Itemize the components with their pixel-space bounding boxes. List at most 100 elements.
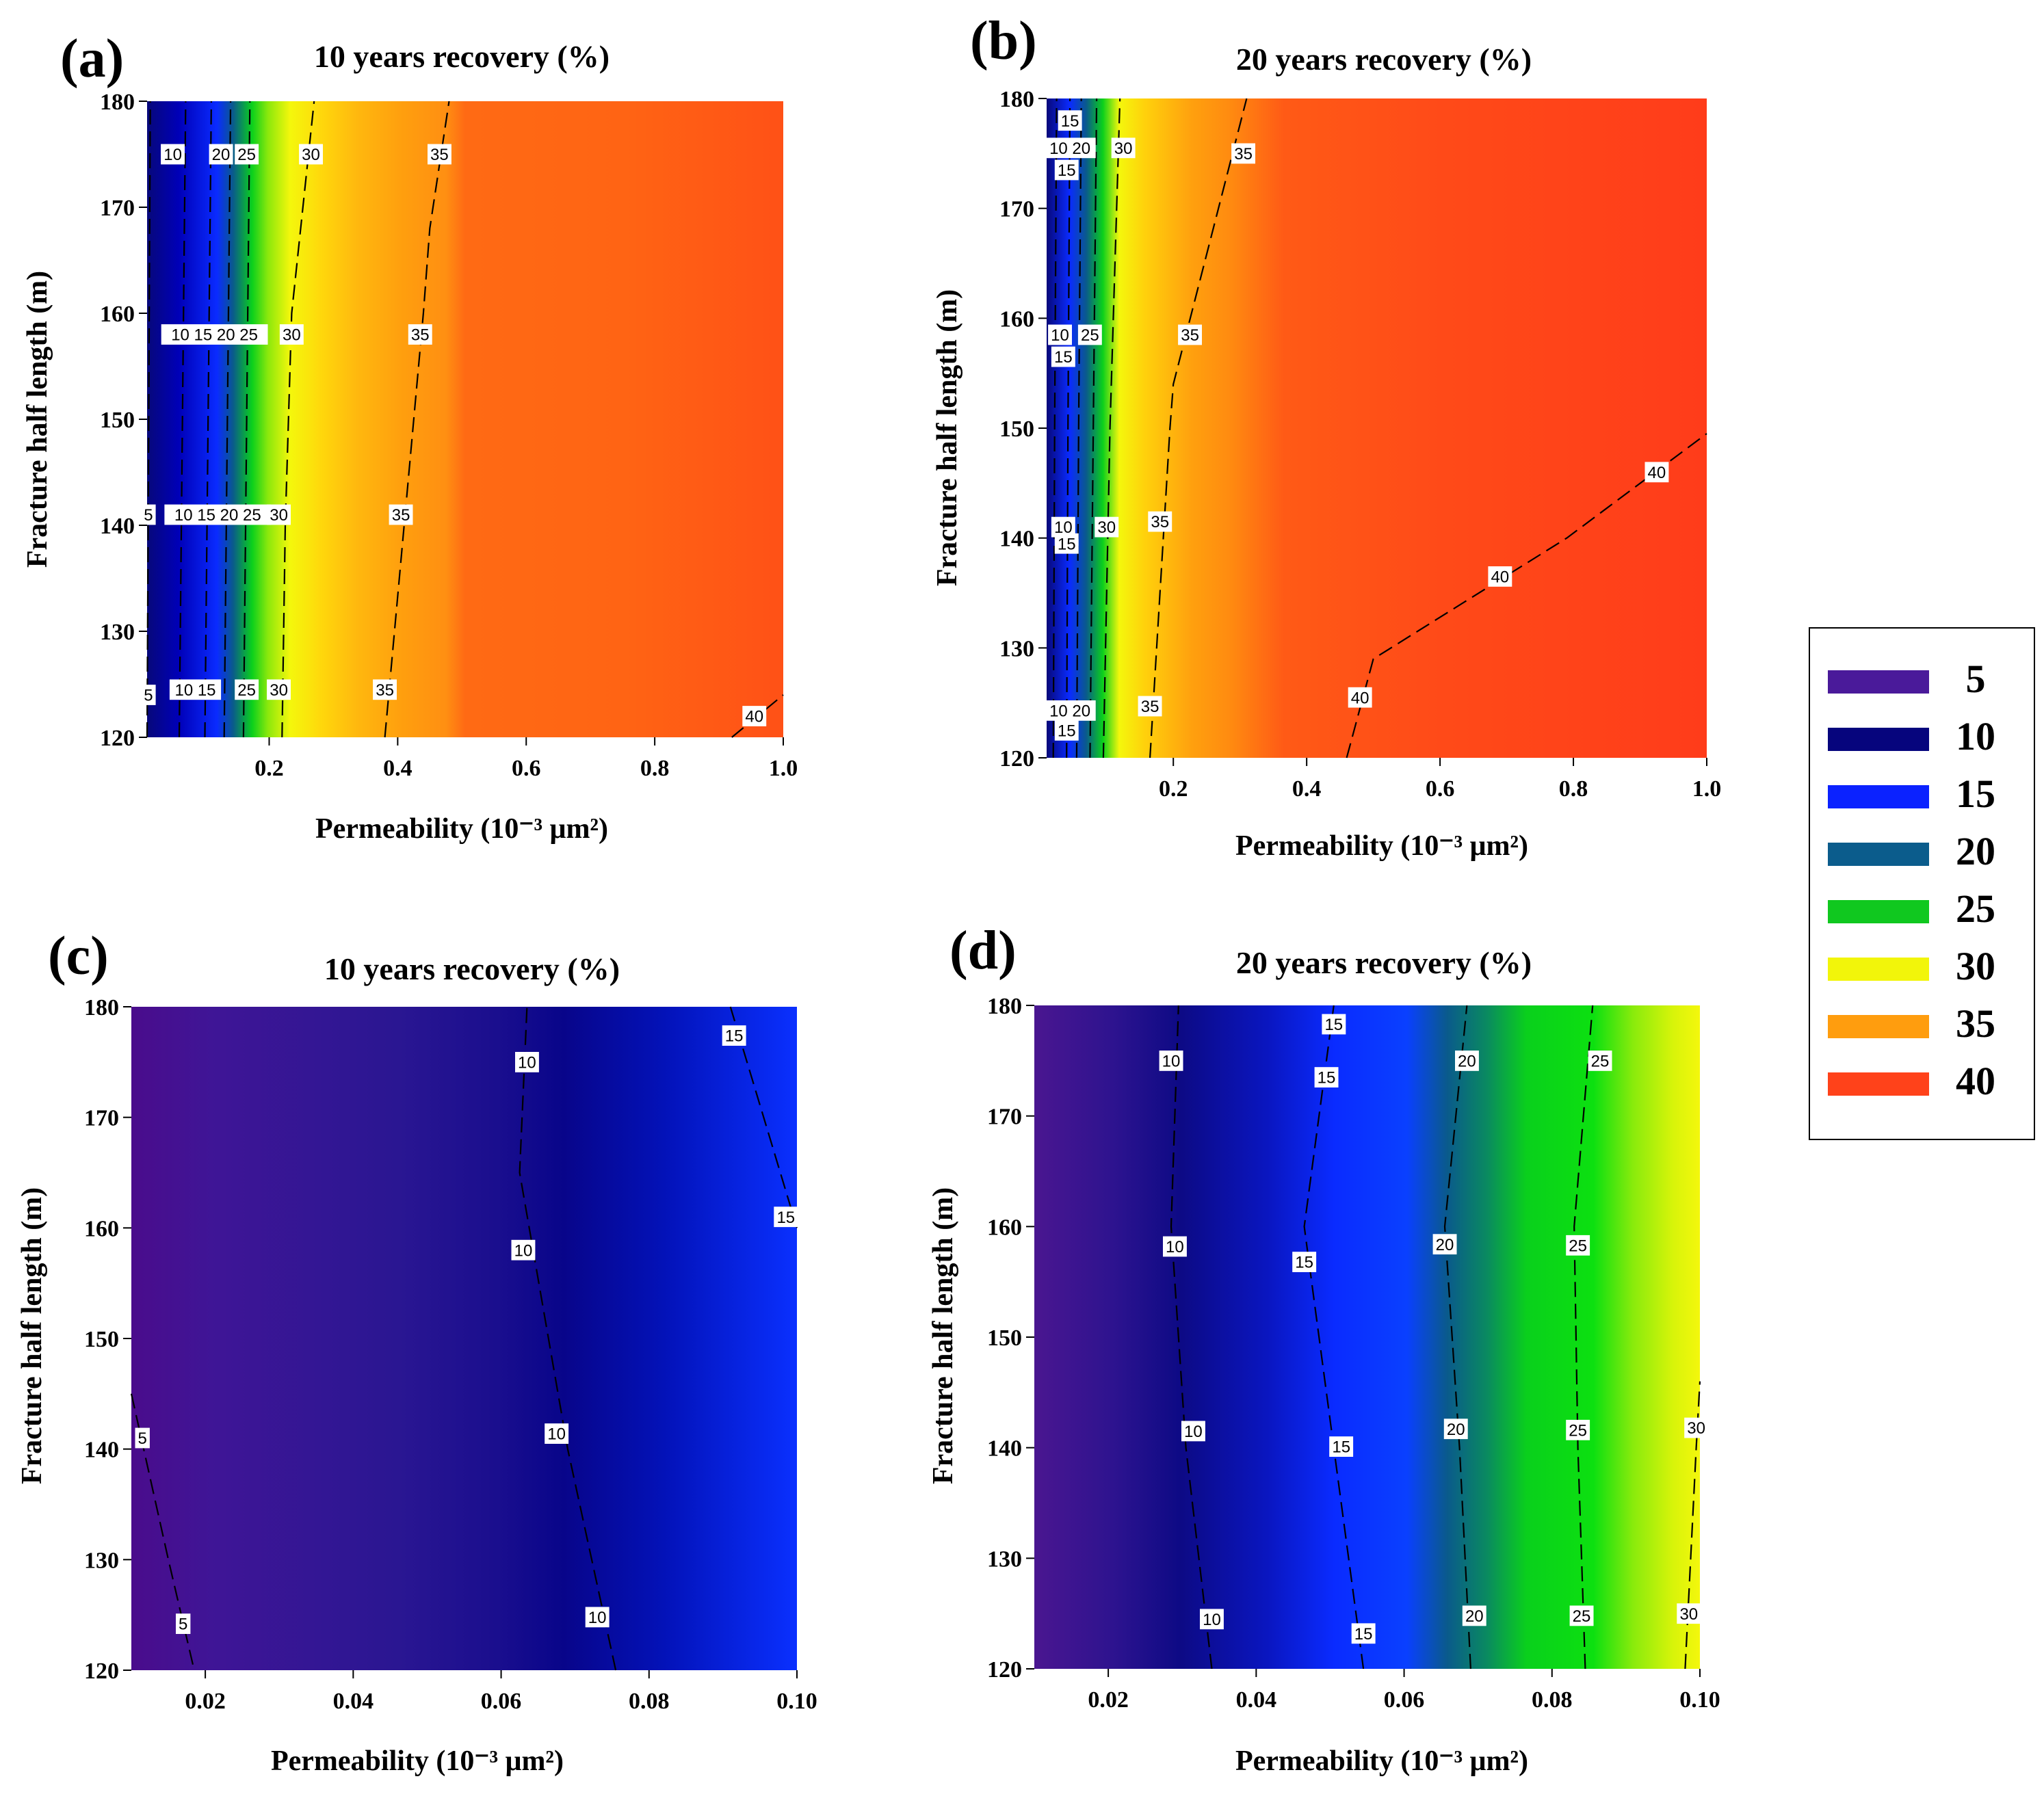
panel-c-x-axis-label: Permeability (10⁻³ μm²) [271, 1745, 564, 1777]
panel-a-contour-label-text: 40 [745, 708, 763, 726]
panel-a-contour-label: 30 [279, 324, 304, 345]
panel-d-x-tick-label: 0.08 [1532, 1687, 1573, 1713]
panel-c-contour-label: 15 [774, 1206, 798, 1228]
panel-d-contour-label-text: 10 [1184, 1423, 1203, 1441]
panel-c-contour-label: 10 [585, 1607, 610, 1628]
colorbar-label-35: 35 [1956, 1001, 1995, 1046]
panel-d-contour-label-text: 25 [1569, 1237, 1587, 1256]
panel-b-contour-label-text: 30 [1114, 140, 1133, 158]
panel-a-contour-label-box [267, 679, 291, 700]
panel-b-contour-label: 15 [1054, 159, 1079, 181]
panel-c-contour-label-text: 5 [138, 1429, 147, 1448]
panel-d-contour-label-box [1159, 1051, 1183, 1071]
panel-d-contour-label: 20 [1455, 1051, 1479, 1071]
panel-d-contour-label-box [1566, 1235, 1590, 1256]
panel-a-x-ticks: 0.2 0.4 0.6 0.8 1.0 [254, 737, 798, 781]
panel-a-contour-label-box [141, 685, 156, 705]
panel-a-contour-label-text: 5 [144, 506, 153, 525]
panel-d-plot-area [1034, 1005, 1700, 1669]
panel-a-contour-5-line [146, 101, 151, 738]
panel-b-contour-label-box [1054, 159, 1079, 181]
panel-d-contour-label-box [1677, 1603, 1701, 1624]
panel-a-x-tick-label: 0.8 [640, 756, 670, 781]
panel-a-plot-area [147, 101, 783, 737]
panel-c-contour-label-box [545, 1423, 569, 1444]
panel-d-contour-label-text: 15 [1332, 1438, 1350, 1457]
panel-a-contour-label: 5 [141, 504, 156, 525]
panel-d-contour-30-line [1684, 1381, 1701, 1670]
colorbar-swatch-15 [1828, 785, 1929, 808]
colorbar-label-30: 30 [1956, 944, 1995, 988]
panel-c-contour-label-text: 10 [588, 1609, 607, 1627]
panel-a-contour-label-text: 25 [237, 681, 256, 700]
panel-b-contour-label: 15 [1054, 533, 1079, 554]
panel-b-contour-label-box [1054, 720, 1079, 741]
panel-b-contour-label: 25 [1077, 324, 1102, 345]
panel-b-contour-label-text: 10 20 [1049, 702, 1090, 721]
colorbar-label-25: 25 [1956, 886, 1995, 931]
colorbar-legend: 5 10 15 20 25 30 35 40 [1809, 627, 2035, 1140]
panel-c-title: 10 years recovery (%) [324, 951, 620, 986]
colorbar-swatch-25 [1828, 900, 1929, 923]
panel-b-x-tick-label: 1.0 [1692, 776, 1722, 802]
panel-d-y-tick-label: 130 [987, 1546, 1022, 1572]
panel-a-y-tick-label: 120 [100, 726, 135, 751]
panel-d-contour-label-text: 25 [1569, 1421, 1587, 1440]
panel-b-contour-label-text: 40 [1491, 568, 1509, 587]
panel-a-y-ticks: 120 130 140 150 160 170 180 [100, 90, 147, 751]
panel-b-contour-label-box [1148, 511, 1172, 532]
panel-b-contour-label-text: 15 [1058, 161, 1076, 180]
panel-b-contour-label-box [1051, 346, 1075, 367]
panel-c-contour-label-text: 15 [725, 1027, 744, 1046]
panel-b-x-tick-label: 0.2 [1159, 776, 1188, 802]
panel-a-contour-label-box [209, 144, 233, 165]
panel-d-contour-label: 10 [1181, 1421, 1205, 1442]
panel-a-contour-label-box [235, 144, 259, 165]
panel-d-contour-label: 15 [1314, 1067, 1339, 1087]
panel-c-x-tick-label: 0.06 [481, 1689, 522, 1714]
panel-b-contour-label: 35 [1148, 511, 1172, 532]
panel-c-y-tick-label: 130 [84, 1548, 119, 1573]
panel-d-contour-label: 25 [1566, 1419, 1590, 1440]
panel-d-y-tick-label: 160 [987, 1215, 1022, 1240]
panel-c-y-tick-label: 160 [84, 1216, 119, 1241]
panel-d-contour-label: 25 [1569, 1605, 1594, 1626]
panel-a-contour-label: 20 [209, 144, 233, 165]
panel-d-x-tick-label: 0.04 [1236, 1687, 1277, 1713]
panel-d-contour-label-box [1566, 1419, 1590, 1440]
panel-c-contour-15-line [729, 1006, 798, 1228]
panel-a-x-axis-label: Permeability (10⁻³ μm²) [315, 813, 608, 845]
panel-a-x-tick-label: 1.0 [769, 756, 798, 781]
panel-a-contour-label-box [169, 679, 222, 700]
panel-a-contour-label-text: 35 [392, 506, 410, 525]
panel-d-y-tick-label: 150 [987, 1325, 1022, 1351]
panel-d-contour-label: 15 [1329, 1436, 1354, 1457]
panel-a-contour-35-line [384, 101, 450, 738]
panel-d: (d) 20 years recovery (%) 10 10 10 10 15 15 15… [928, 921, 1720, 1777]
panel-b-contour-20-line [1075, 98, 1082, 759]
panel-d-contour-label-text: 15 [1354, 1625, 1373, 1644]
panel-b-contour-label: 40 [1645, 462, 1669, 483]
panel-a-contour-label-box [164, 504, 272, 525]
panel-a-contour-20-line [223, 101, 232, 738]
panel-d-contour-label: 30 [1684, 1417, 1709, 1438]
panel-a-contour-label-text: 30 [302, 146, 320, 164]
panel-b-x-ticks: 0.2 0.4 0.6 0.8 1.0 [1159, 758, 1721, 802]
panel-a-contour-label-box [299, 144, 323, 165]
colorbar-swatch-40 [1828, 1072, 1929, 1096]
panel-a-contour-label-box [279, 324, 304, 345]
panel-b-contour-label-text: 35 [1151, 513, 1169, 531]
panel-d-contour-label-box [1322, 1014, 1346, 1035]
panel-a-y-tick-label: 140 [100, 514, 135, 539]
panel-b-y-tick-label: 150 [999, 417, 1034, 442]
panel-a-y-tick-label: 150 [100, 408, 135, 433]
panel-b-y-tick-label: 160 [999, 306, 1034, 332]
panel-b-contour-label: 35 [1231, 143, 1255, 164]
panel-b-contour-label-text: 10 20 [1049, 140, 1090, 158]
panel-d-contour-label-box [1163, 1236, 1187, 1257]
panel-b-contour-label: 40 [1488, 566, 1512, 587]
panel-c-contour-label-box [722, 1025, 746, 1046]
panel-d-contour-label: 25 [1588, 1051, 1612, 1071]
panel-a: (a) 10 years recovery (%) 10 20 25 30 35 10 1… [22, 29, 798, 845]
panel-d-contour-label-box [1569, 1605, 1594, 1626]
